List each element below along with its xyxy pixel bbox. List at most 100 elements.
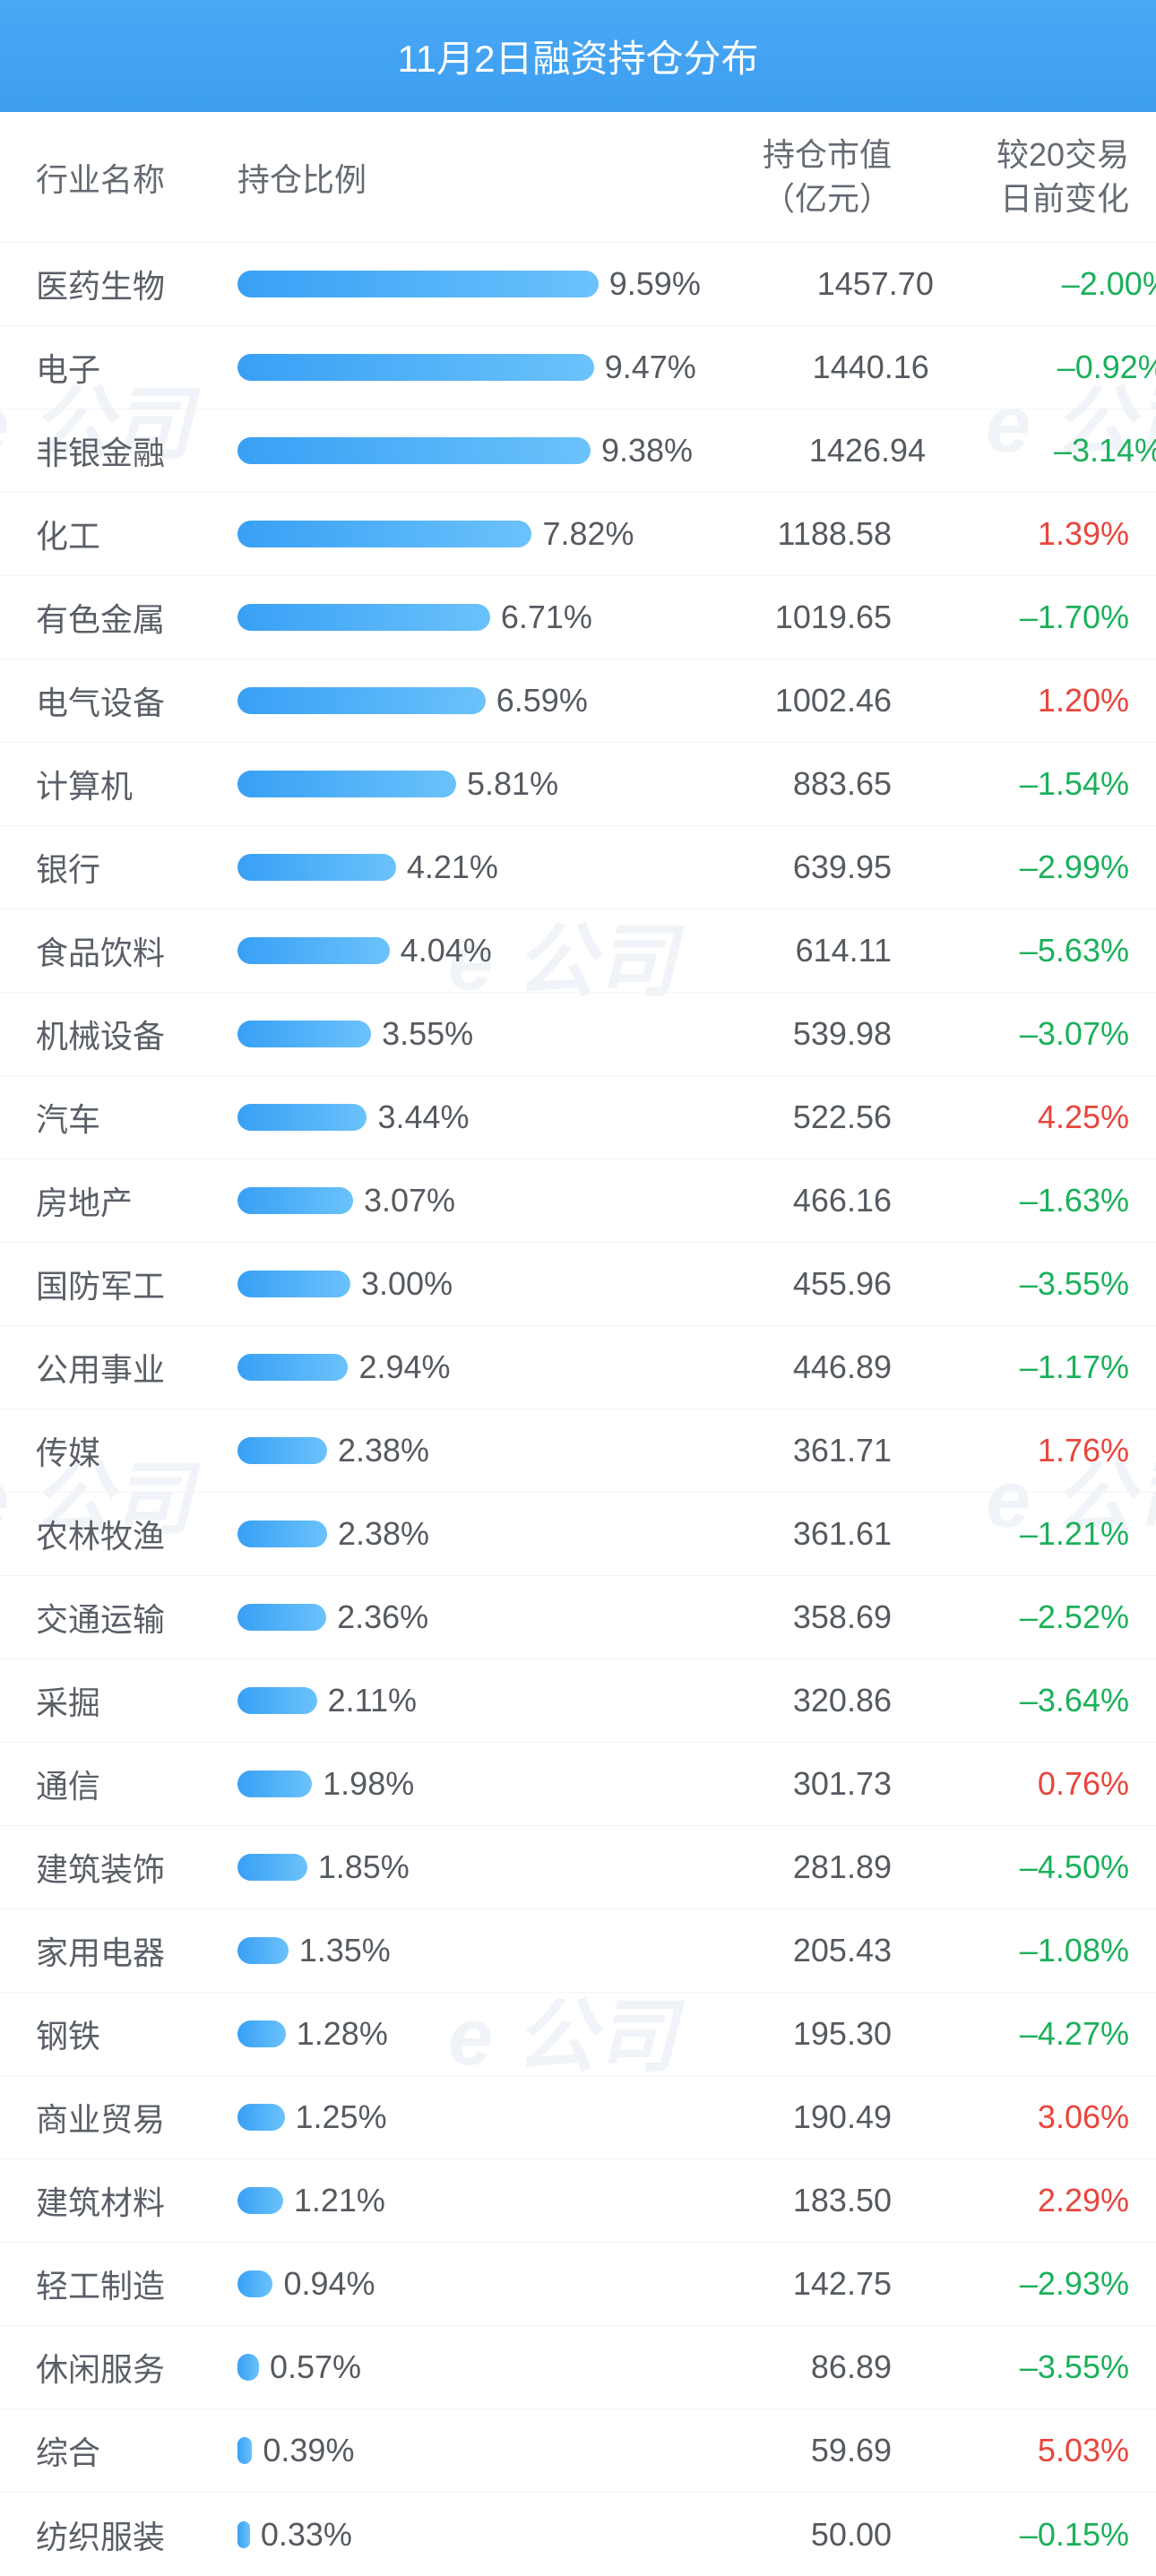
- table-row: 农林牧渔2.38%361.61–1.21%: [0, 1493, 1156, 1576]
- cell-change: 1.76%: [892, 1432, 1129, 1469]
- cell-change: –0.15%: [892, 2516, 1129, 2554]
- cell-market-value: 1019.65: [659, 599, 892, 636]
- cell-industry-name: 非银金融: [36, 427, 237, 474]
- ratio-bar: [237, 1687, 317, 1714]
- cell-change: 3.06%: [892, 2098, 1129, 2136]
- cell-ratio: 3.00%: [237, 1265, 659, 1303]
- table-row: 机械设备3.55%539.98–3.07%: [0, 993, 1156, 1076]
- ratio-label: 9.47%: [605, 349, 696, 386]
- cell-market-value: 361.71: [659, 1432, 892, 1469]
- ratio-label: 3.00%: [361, 1265, 453, 1303]
- cell-change: 4.25%: [892, 1098, 1129, 1136]
- table-row: 医药生物9.59%1457.70–2.00%: [0, 243, 1156, 326]
- cell-ratio: 0.94%: [237, 2265, 659, 2303]
- ratio-bar: [237, 771, 456, 797]
- cell-industry-name: 休闲服务: [36, 2344, 237, 2391]
- ratio-bar: [237, 1854, 307, 1881]
- cell-industry-name: 电气设备: [36, 677, 237, 724]
- table-row: 商业贸易1.25%190.493.06%: [0, 2076, 1156, 2159]
- table-row: 房地产3.07%466.16–1.63%: [0, 1159, 1156, 1243]
- table-row: 交通运输2.36%358.69–2.52%: [0, 1576, 1156, 1659]
- cell-industry-name: 轻工制造: [36, 2261, 237, 2307]
- cell-change: 0.76%: [892, 1765, 1129, 1803]
- ratio-label: 0.39%: [263, 2432, 354, 2469]
- table-row: 银行4.21%639.95–2.99%: [0, 826, 1156, 909]
- cell-industry-name: 综合: [36, 2427, 237, 2474]
- cell-change: –2.52%: [892, 1598, 1129, 1636]
- cell-change: –1.54%: [892, 765, 1129, 803]
- cell-change: –3.55%: [892, 2348, 1129, 2386]
- cell-industry-name: 公用事业: [36, 1344, 237, 1391]
- table-row: 电子9.47%1440.16–0.92%: [0, 326, 1156, 409]
- ratio-label: 9.59%: [609, 265, 701, 303]
- ratio-label: 1.21%: [294, 2182, 385, 2219]
- cell-ratio: 1.85%: [237, 1848, 659, 1886]
- cell-industry-name: 建筑装饰: [36, 1844, 237, 1891]
- cell-industry-name: 食品饮料: [36, 927, 237, 974]
- ratio-bar: [237, 2437, 252, 2464]
- cell-market-value: 1457.70: [701, 265, 934, 303]
- ratio-label: 1.35%: [299, 1932, 391, 1969]
- cell-ratio: 5.81%: [237, 765, 659, 803]
- ratio-label: 2.38%: [338, 1515, 429, 1553]
- ratio-label: 1.25%: [296, 2098, 387, 2136]
- ratio-bar: [237, 1521, 327, 1547]
- cell-ratio: 9.59%: [237, 265, 701, 303]
- ratio-bar: [237, 604, 490, 631]
- ratio-bar: [237, 854, 396, 881]
- cell-change: –3.64%: [892, 1682, 1129, 1719]
- cell-change: –1.63%: [892, 1182, 1129, 1219]
- cell-change: –2.00%: [934, 265, 1156, 303]
- cell-change: –3.07%: [892, 1015, 1129, 1053]
- ratio-label: 7.82%: [542, 515, 634, 553]
- ratio-bar: [237, 1770, 312, 1797]
- cell-market-value: 446.89: [659, 1348, 892, 1386]
- cell-industry-name: 汽车: [36, 1094, 237, 1141]
- table-row: 钢铁1.28%195.30–4.27%: [0, 1993, 1156, 2076]
- cell-market-value: 1002.46: [659, 682, 892, 719]
- cell-change: 1.39%: [892, 515, 1129, 553]
- ratio-label: 9.38%: [601, 432, 693, 470]
- cell-change: 2.29%: [892, 2182, 1129, 2219]
- cell-market-value: 539.98: [659, 1015, 892, 1053]
- table-row: 通信1.98%301.730.76%: [0, 1743, 1156, 1826]
- table-row: 建筑材料1.21%183.502.29%: [0, 2159, 1156, 2243]
- ratio-bar: [237, 354, 594, 381]
- ratio-label: 3.44%: [377, 1098, 469, 1136]
- ratio-bar: [237, 2521, 250, 2548]
- cell-market-value: 455.96: [659, 1265, 892, 1303]
- ratio-bar: [237, 2104, 285, 2131]
- table-row: 公用事业2.94%446.89–1.17%: [0, 1326, 1156, 1409]
- ratio-label: 6.71%: [501, 599, 592, 636]
- cell-ratio: 1.21%: [237, 2182, 659, 2219]
- ratio-label: 0.57%: [270, 2348, 361, 2386]
- cell-ratio: 4.04%: [237, 932, 659, 969]
- cell-industry-name: 采掘: [36, 1677, 237, 1724]
- cell-industry-name: 建筑材料: [36, 2177, 237, 2224]
- table-container: e 公司 e 公司 e 公司 e 公司 e 公司 e 公司 11月2日融资持仓分…: [0, 0, 1156, 2576]
- table-row: 家用电器1.35%205.43–1.08%: [0, 1909, 1156, 1993]
- cell-change: –4.27%: [892, 2015, 1129, 2053]
- data-table: 行业名称 持仓比例 持仓市值（亿元） 较20交易日前变化 医药生物9.59%14…: [0, 112, 1156, 2576]
- cell-ratio: 1.28%: [237, 2015, 659, 2053]
- ratio-bar: [237, 1604, 326, 1631]
- cell-ratio: 2.36%: [237, 1598, 659, 1636]
- ratio-label: 3.55%: [382, 1015, 473, 1053]
- cell-ratio: 0.39%: [237, 2432, 659, 2469]
- ratio-label: 1.85%: [318, 1848, 410, 1886]
- ratio-label: 4.21%: [407, 849, 498, 886]
- ratio-label: 1.28%: [297, 2015, 388, 2053]
- cell-ratio: 9.47%: [237, 349, 696, 386]
- ratio-bar: [237, 1271, 350, 1297]
- cell-industry-name: 化工: [36, 511, 237, 557]
- col-header-ratio: 持仓比例: [237, 154, 659, 201]
- ratio-label: 2.36%: [337, 1598, 428, 1636]
- cell-ratio: 2.38%: [237, 1515, 659, 1553]
- cell-ratio: 3.07%: [237, 1182, 659, 1219]
- cell-change: –3.55%: [892, 1265, 1129, 1303]
- ratio-label: 2.38%: [338, 1432, 429, 1469]
- ratio-label: 0.94%: [283, 2265, 375, 2303]
- ratio-bar: [237, 1187, 353, 1214]
- cell-ratio: 1.98%: [237, 1765, 659, 1803]
- cell-change: –3.14%: [926, 432, 1156, 470]
